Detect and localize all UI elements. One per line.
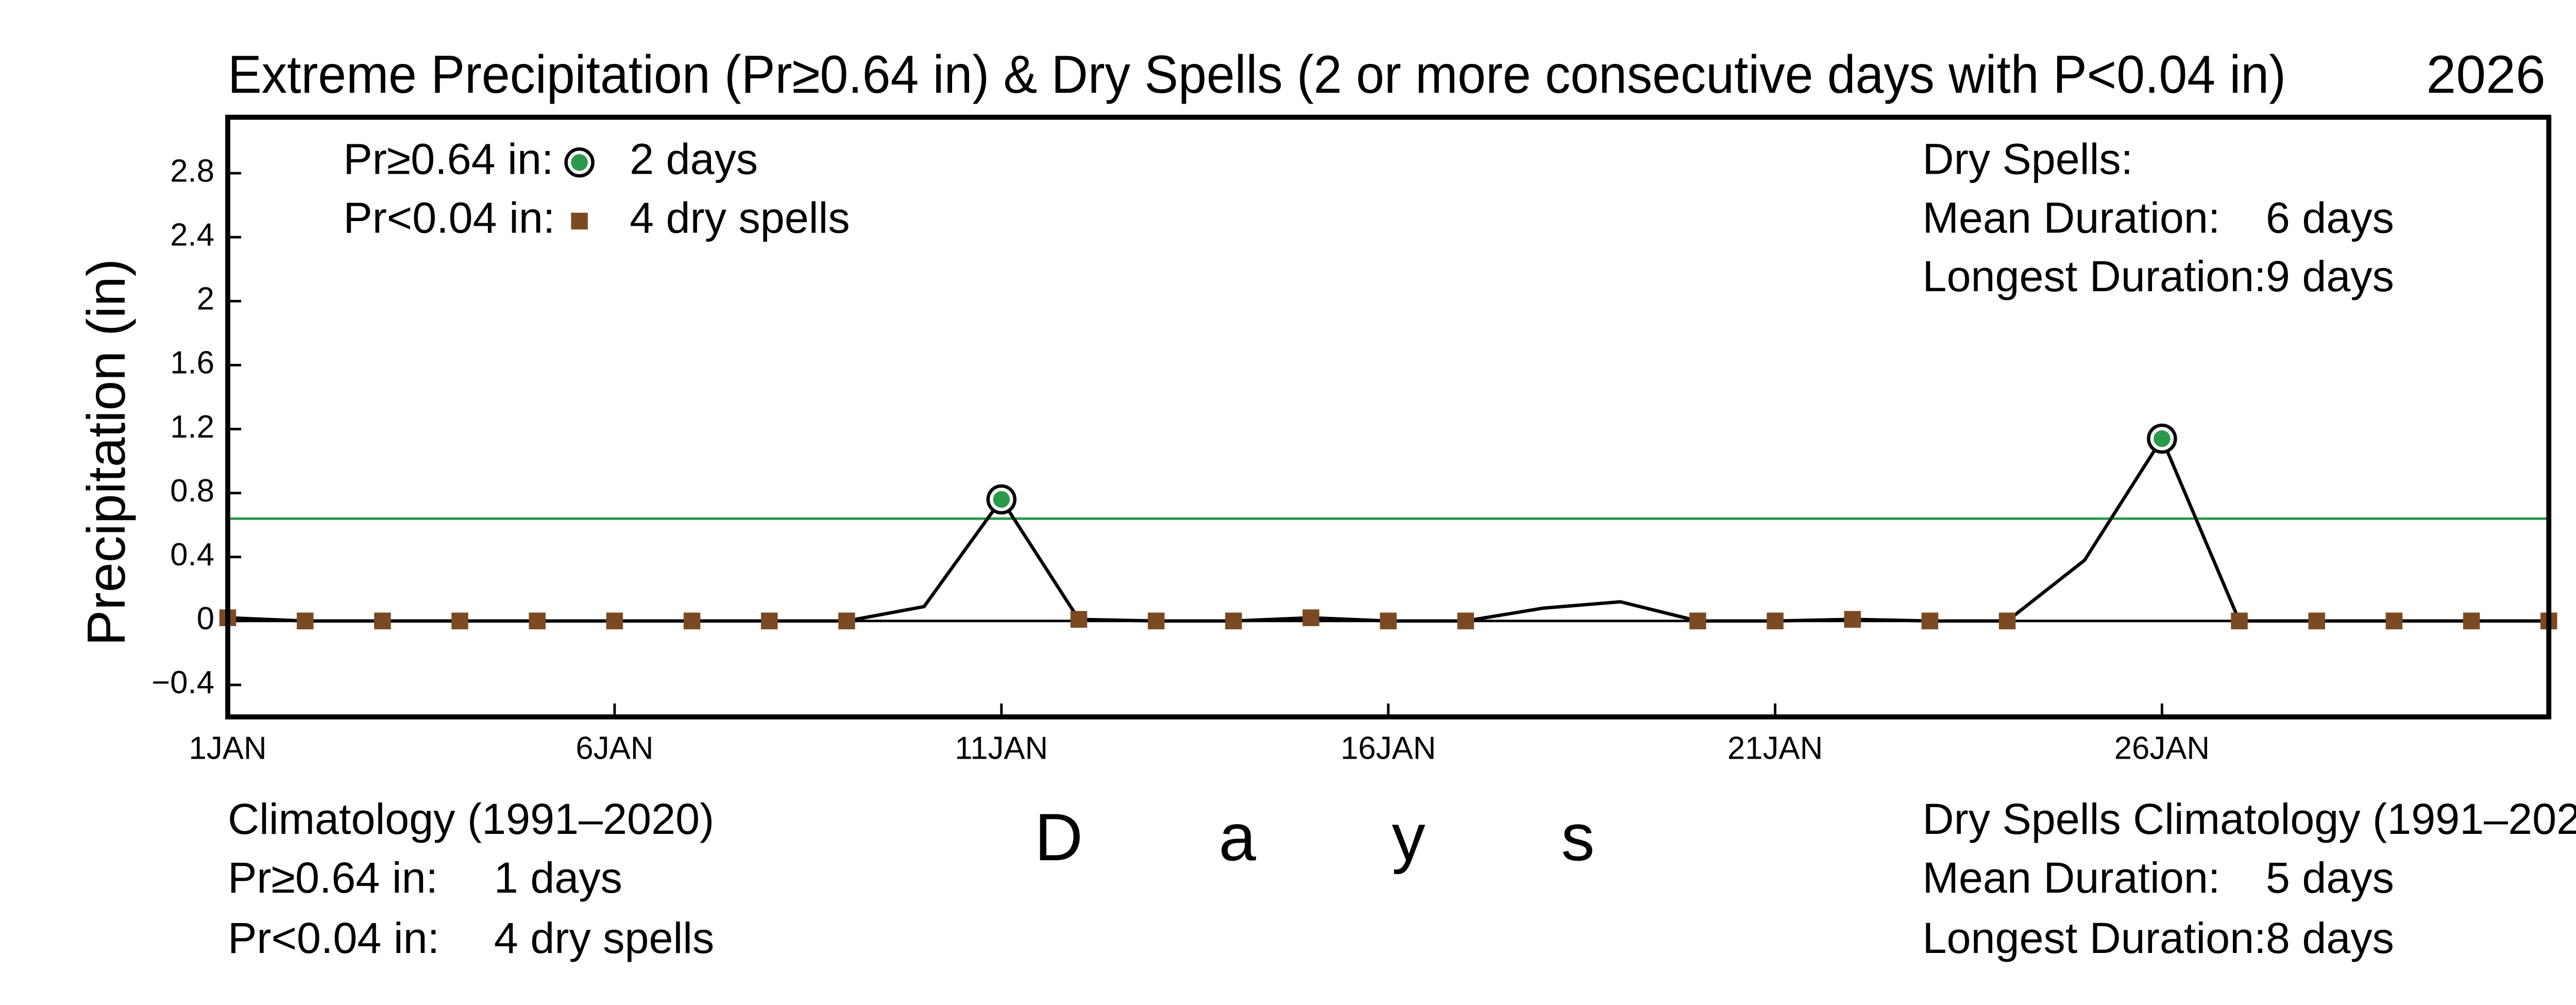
dry-marker xyxy=(683,612,701,630)
chart-title: Extreme Precipitation (Pr≥0.64 in) & Dry… xyxy=(228,45,2286,105)
dry-marker xyxy=(1844,611,1861,628)
stat-label: Pr<0.04 in: xyxy=(228,914,439,962)
dry-marker xyxy=(451,612,468,630)
dry-marker xyxy=(1767,612,1784,630)
stat-label: Longest Duration: xyxy=(1923,914,2266,962)
dry-marker xyxy=(606,612,623,630)
y-tick-label: 0.8 xyxy=(170,473,214,509)
stat-value: 1 days xyxy=(494,853,622,902)
dry-marker xyxy=(2385,612,2403,630)
dry-marker xyxy=(1302,609,1319,626)
x-tick-label: 26JAN xyxy=(2114,730,2210,766)
stat-value: 9 days xyxy=(2266,252,2394,300)
legend-label: Pr≥0.64 in: xyxy=(343,135,553,183)
x-tick-label: 21JAN xyxy=(1727,730,1823,766)
dry-marker xyxy=(2308,612,2325,630)
y-tick-label: 1.2 xyxy=(170,409,214,445)
stat-label: Mean Duration: xyxy=(1923,193,2221,242)
y-tick-label: 0 xyxy=(197,601,214,636)
stat-label: Longest Duration: xyxy=(1923,252,2266,300)
dry-marker xyxy=(1070,611,1088,628)
x-tick-label: 16JAN xyxy=(1341,730,1436,766)
dry-marker xyxy=(1147,612,1165,630)
stat-value: 4 dry spells xyxy=(494,914,714,962)
dry-marker xyxy=(761,612,778,630)
x-tick-label: 11JAN xyxy=(955,730,1048,766)
dry-spells-title: Dry Spells: xyxy=(1923,135,2133,183)
dry-marker xyxy=(1457,612,1475,630)
extreme-marker xyxy=(993,491,1010,508)
legend-text: 2 days xyxy=(630,135,758,183)
stat-label: Mean Duration: xyxy=(1923,853,2221,902)
dry-spells-climatology-title: Dry Spells Climatology (1991–2020) xyxy=(1923,795,2576,843)
y-tick-label: 2.4 xyxy=(170,217,214,253)
y-tick-label: −0.4 xyxy=(151,665,214,700)
dry-marker xyxy=(374,612,391,630)
y-tick-label: 2 xyxy=(197,281,214,317)
plot-frame xyxy=(225,114,2552,719)
y-tick-label: 0.4 xyxy=(170,537,214,573)
y-tick-label: 1.6 xyxy=(170,345,214,381)
dry-marker xyxy=(838,612,855,630)
legend-text: 4 dry spells xyxy=(630,193,850,242)
stat-label: Pr≥0.64 in: xyxy=(228,853,438,902)
legend-marker xyxy=(571,212,588,230)
precip-line xyxy=(227,435,2549,623)
legend-marker xyxy=(571,154,588,171)
dry-marker xyxy=(2463,612,2480,630)
y-axis-label: Precipitation (in) xyxy=(77,259,137,646)
x-tick-label: 6JAN xyxy=(575,730,653,766)
dry-marker xyxy=(296,612,314,630)
dry-marker xyxy=(2231,612,2248,630)
dry-marker xyxy=(529,612,546,630)
stat-value: 8 days xyxy=(2266,914,2394,962)
dry-marker xyxy=(1921,612,1939,630)
extreme-marker xyxy=(2154,430,2171,447)
year: 2026 xyxy=(2426,45,2545,105)
dry-marker xyxy=(1998,612,2016,630)
x-tick-label: 1JAN xyxy=(189,730,267,766)
y-tick-label: 2.8 xyxy=(170,153,214,189)
climatology-title: Climatology (1991–2020) xyxy=(228,795,714,843)
dry-marker xyxy=(1225,612,1242,630)
legend-label: Pr<0.04 in: xyxy=(343,193,555,242)
stat-value: 6 days xyxy=(2266,193,2394,242)
dry-marker xyxy=(1380,612,1397,630)
stat-value: 5 days xyxy=(2266,853,2394,902)
dry-marker xyxy=(1689,612,1706,630)
x-axis-label: D a y s xyxy=(1035,799,1595,875)
